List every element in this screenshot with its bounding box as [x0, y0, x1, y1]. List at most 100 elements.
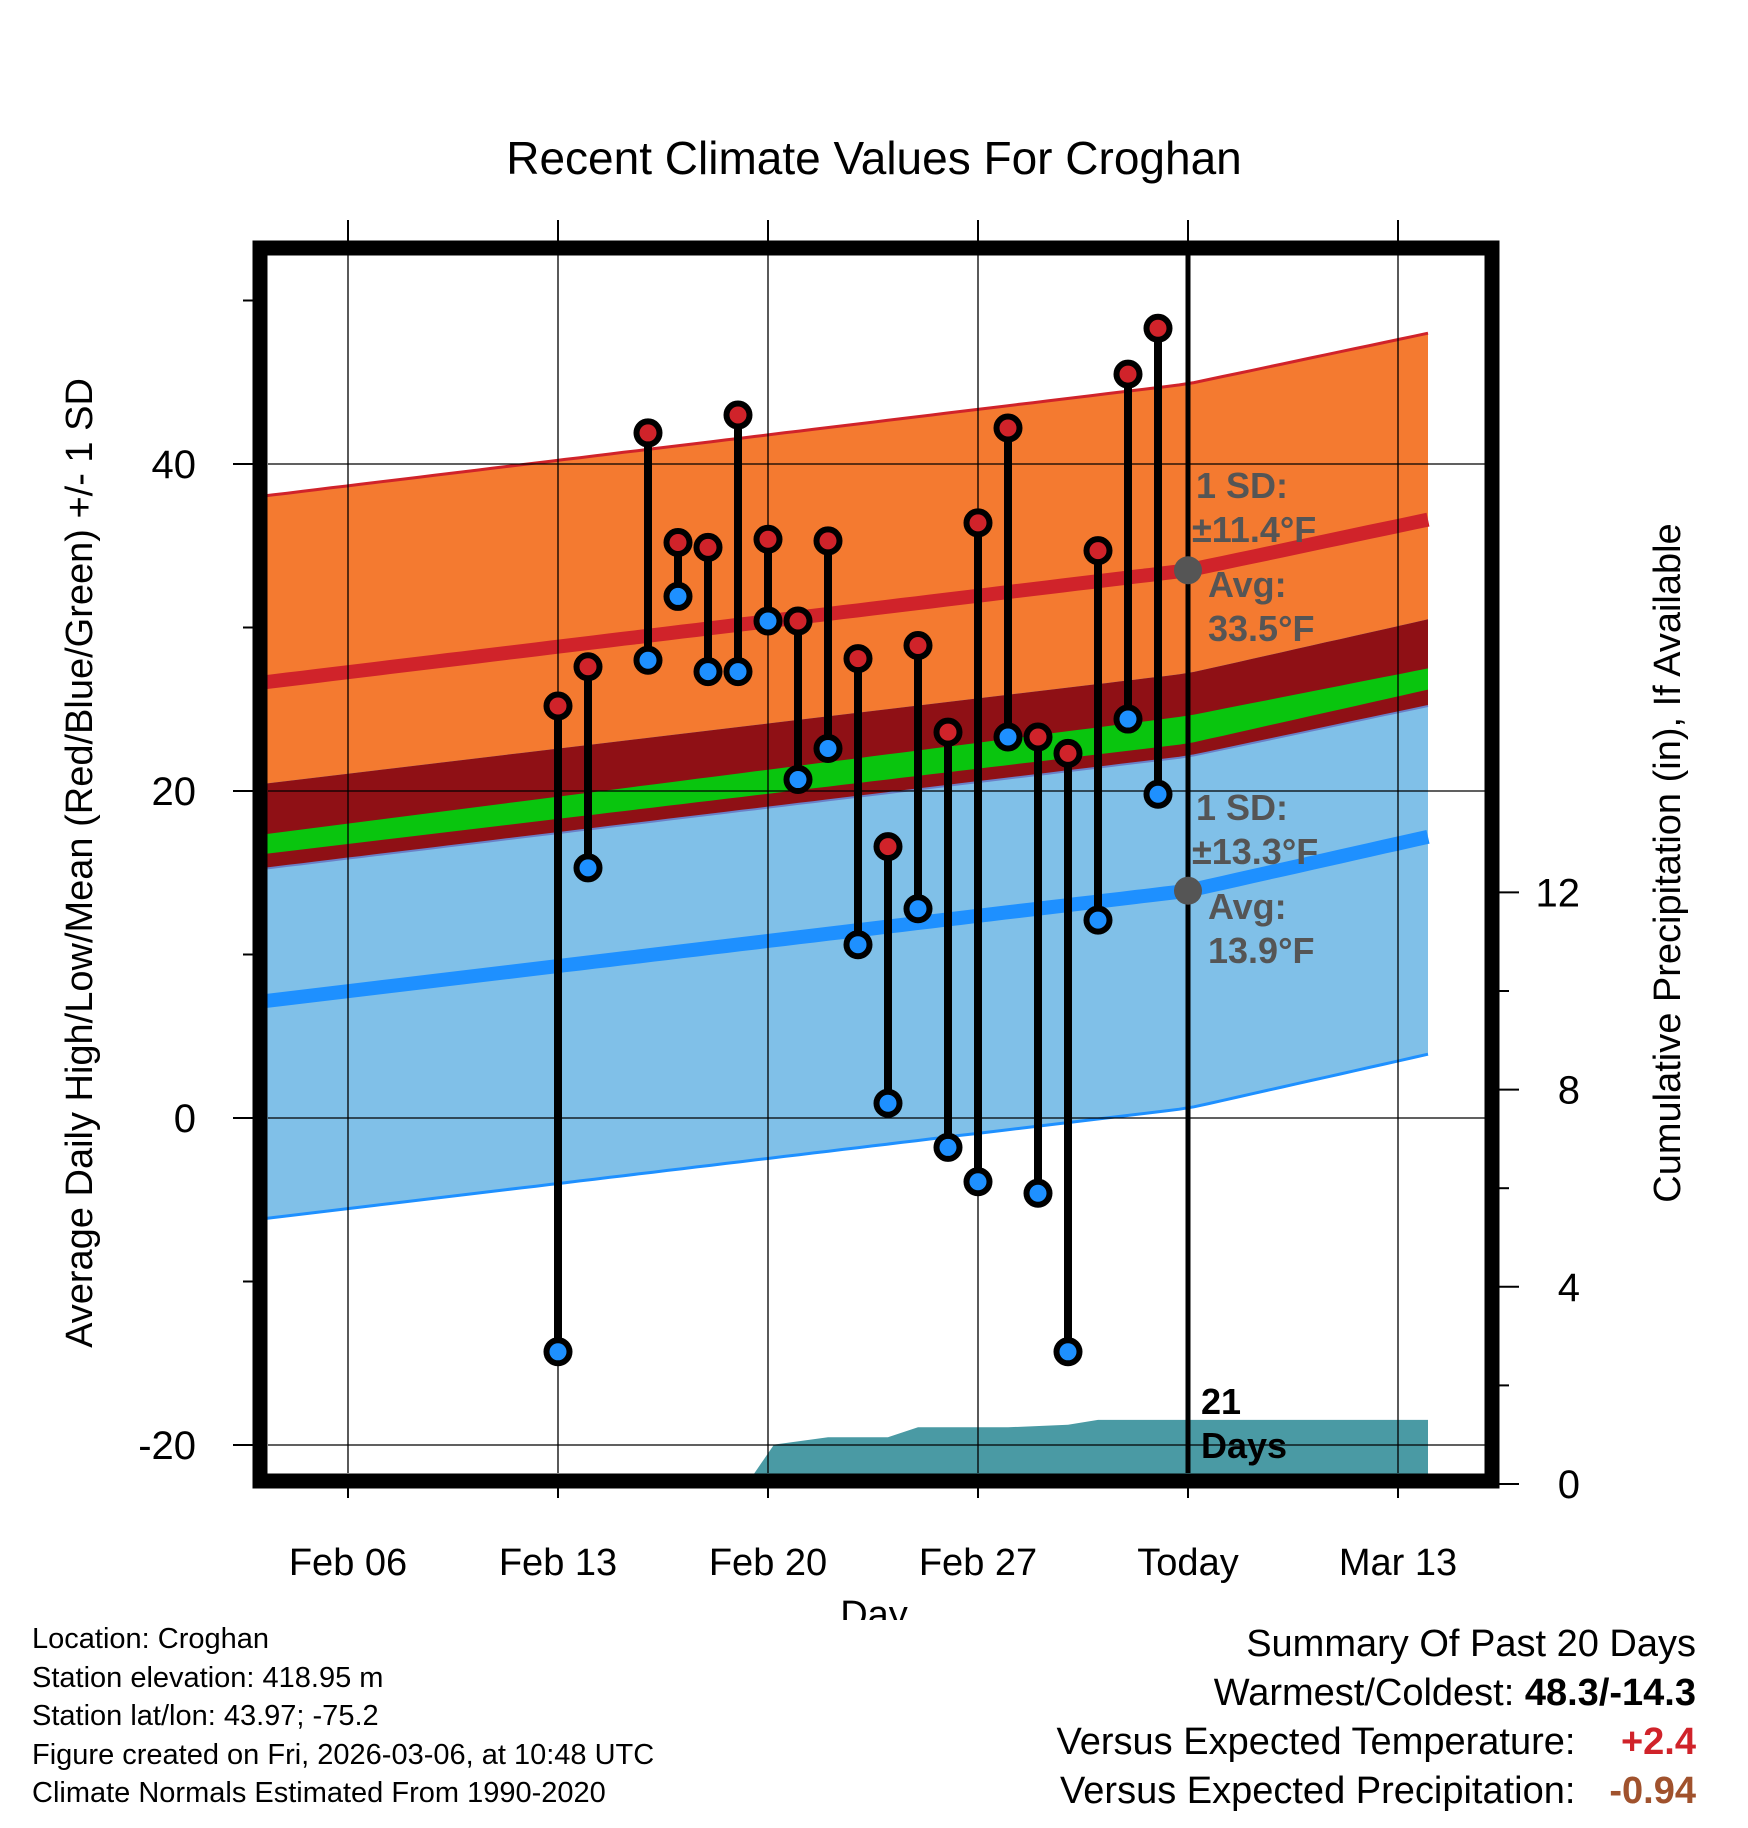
elevation-text: Station elevation: 418.95 m	[32, 1661, 384, 1694]
y2-axis-label: Cumulative Precipitation (in), If Availa…	[1647, 523, 1689, 1202]
y2-tick-label: 4	[1558, 1266, 1580, 1310]
low-point	[633, 645, 663, 675]
high-sd-label: 1 SD:	[1196, 465, 1288, 506]
high-point	[1113, 359, 1143, 389]
high-point	[993, 413, 1023, 443]
high-point	[903, 630, 933, 660]
low-point	[1053, 1337, 1083, 1367]
x-tick-label: Feb 06	[289, 1542, 407, 1584]
high-point	[573, 652, 603, 682]
chart-title: Recent Climate Values For Croghan	[506, 132, 1241, 184]
latlon-text: Station lat/lon: 43.97; -75.2	[32, 1700, 379, 1732]
axes: Feb 06 Feb 13 Feb 20 Feb 27 Today Mar 13 -20 0 2…	[138, 220, 1580, 1584]
low-sd-lower-edge	[257, 1052, 1429, 1221]
high-avg-label: Avg:	[1208, 564, 1287, 605]
x-tick-label: Feb 20	[709, 1542, 827, 1584]
low-point	[783, 765, 813, 795]
low-sd-label: 1 SD:	[1196, 787, 1288, 828]
low-point	[813, 733, 843, 763]
high-point	[813, 526, 843, 556]
high-point	[1083, 536, 1113, 566]
climate-chart: Recent Climate Values For Croghan 1 SD:±…	[59, 132, 1689, 1620]
low-point	[663, 581, 693, 611]
normals-note-text: Climate Normals Estimated From 1990-2020	[32, 1777, 606, 1809]
summary-panel: Summary Of Past 20 Days Warmest/Coldest:…	[1057, 1620, 1696, 1816]
observations	[543, 313, 1173, 1367]
low-point	[543, 1337, 573, 1367]
warm-cold-row: Warmest/Coldest: 48.3/-14.3	[1057, 1669, 1696, 1718]
low-point	[933, 1132, 963, 1162]
high-avg-value: 33.5°F	[1208, 608, 1314, 649]
temp-value: +2.4	[1620, 1721, 1696, 1763]
warm-cold-value: 48.3/-14.3	[1524, 1672, 1696, 1714]
location-text: Location: Croghan	[32, 1623, 269, 1655]
normal-bands	[257, 331, 1430, 1221]
station-info: Location: Croghan Station elevation: 418…	[32, 1620, 654, 1813]
high-point	[963, 508, 993, 538]
y-axis-label: Average Daily High/Low/Mean (Red/Blue/Gr…	[59, 378, 101, 1348]
high-point	[633, 418, 663, 448]
high-point	[783, 606, 813, 636]
x-tick-label: Feb 27	[919, 1542, 1037, 1584]
created-text: Figure created on Fri, 2026-03-06, at 10…	[32, 1738, 655, 1771]
high-point	[1053, 738, 1083, 768]
low-average-line	[257, 829, 1430, 1009]
summary-title: Summary Of Past 20 Days	[1246, 1623, 1696, 1665]
high-point	[663, 527, 693, 557]
x-axis-label: Day	[840, 1594, 908, 1620]
high-point	[723, 400, 753, 430]
high-point	[873, 832, 903, 862]
temp-label: Versus Expected Temperature:	[1056, 1721, 1576, 1763]
precip-value: -0.94	[1609, 1770, 1696, 1812]
high-point	[1143, 313, 1173, 343]
days-count: 21	[1201, 1381, 1241, 1422]
low-point	[573, 853, 603, 883]
low-point	[723, 657, 753, 687]
high-point	[933, 717, 963, 747]
precip-label: Versus Expected Precipitation:	[1060, 1770, 1576, 1812]
x-tick-label: Feb 13	[499, 1542, 617, 1584]
y-tick-label: 0	[174, 1097, 196, 1141]
low-sd-value: ±13.3°F	[1192, 831, 1318, 872]
high-point	[843, 644, 873, 674]
y2-tick-label: 8	[1558, 1069, 1580, 1113]
warm-cold-label: Warmest/Coldest:	[1213, 1672, 1515, 1714]
precip-cumulative-area	[747, 1419, 1428, 1484]
low-point	[753, 606, 783, 636]
x-tick-label: Today	[1137, 1542, 1238, 1584]
high-point	[543, 691, 573, 721]
low-average-today-marker	[1174, 876, 1202, 905]
high-point	[753, 524, 783, 554]
y-tick-label: 40	[152, 443, 197, 487]
low-point	[873, 1088, 903, 1118]
high-sd-upper-edge	[257, 331, 1429, 499]
high-sd-lower-edge	[257, 705, 1429, 871]
high-point	[693, 532, 723, 562]
y2-tick-label: 0	[1558, 1463, 1580, 1507]
low-point	[1083, 905, 1113, 935]
low-point	[1023, 1178, 1053, 1208]
low-point	[1143, 779, 1173, 809]
y-tick-label: -20	[138, 1424, 196, 1468]
low-point	[843, 930, 873, 960]
y-tick-label: 20	[152, 770, 197, 814]
high-average-today-marker	[1174, 556, 1202, 585]
plot-frame	[252, 240, 1500, 1489]
precipitation-area	[747, 1419, 1428, 1484]
high-sd-value: ±11.4°F	[1192, 509, 1316, 550]
temp-row: Versus Expected Temperature: +2.4	[1057, 1718, 1696, 1767]
low-point	[903, 894, 933, 924]
y2-tick-label: 12	[1536, 871, 1581, 915]
high-point	[1023, 722, 1053, 752]
low-avg-value: 13.9°F	[1208, 930, 1314, 971]
mean-band	[258, 668, 1428, 855]
high-average-line	[257, 512, 1430, 691]
low-avg-label: Avg:	[1208, 886, 1287, 927]
low-point	[1113, 704, 1143, 734]
precip-row: Versus Expected Precipitation: -0.94	[1057, 1767, 1696, 1816]
low-point	[693, 657, 723, 687]
low-point	[963, 1167, 993, 1197]
x-tick-label: Mar 13	[1339, 1542, 1457, 1584]
days-word: Days	[1201, 1425, 1287, 1466]
